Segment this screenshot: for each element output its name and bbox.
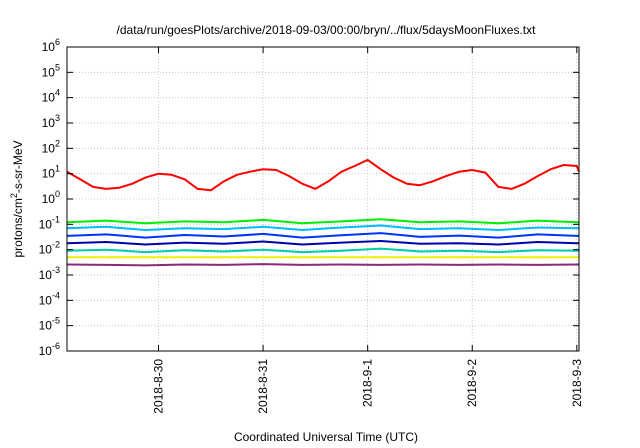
- y-tick-label: 10-3: [39, 265, 60, 282]
- chart-title: /data/run/goesPlots/archive/2018-09-03/0…: [117, 23, 537, 37]
- series-line-1: [66, 158, 580, 192]
- y-tick-label: 100: [42, 189, 60, 206]
- y-tick-label: 101: [42, 164, 60, 181]
- series-line-5: [66, 240, 579, 246]
- x-tick-label: 2018-9-3: [570, 359, 584, 407]
- series-line-6: [66, 247, 579, 254]
- x-axis-label: Coordinated Universal Time (UTC): [234, 430, 418, 444]
- grid-lines: [67, 47, 579, 351]
- x-tick-label: 2018-9-1: [361, 359, 375, 407]
- y-tick-label: 10-5: [39, 316, 60, 333]
- series-line-3: [66, 224, 579, 231]
- y-tick-label: 10-1: [39, 214, 60, 231]
- series-line-8: [66, 263, 579, 267]
- y-tick-label: 104: [42, 88, 60, 105]
- y-tick-label: 10-6: [39, 341, 60, 358]
- series-line-4: [66, 232, 579, 239]
- x-tick-label: 2018-8-31: [256, 359, 270, 414]
- y-axis: 10-6 10-5 10-4 10-3 10-2 10-1 100 101 102 103 104 1…: [39, 37, 579, 358]
- series-lines: [66, 158, 580, 267]
- x-axis: 2018-8-30 2018-8-31 2018-9-1 2018-9-2 2018-9…: [152, 47, 584, 414]
- y-tick-label: 105: [42, 62, 60, 79]
- series-line-2: [66, 218, 579, 225]
- y-tick-label: 103: [42, 113, 60, 130]
- y-tick-label: 10-4: [39, 290, 60, 307]
- y-tick-label: 102: [42, 138, 60, 155]
- y-axis-label: protons/cm2-s-sr-MeV: [9, 140, 25, 257]
- x-tick-label: 2018-9-2: [465, 359, 479, 407]
- y-tick-label: 106: [42, 37, 60, 54]
- x-tick-label: 2018-8-30: [152, 359, 166, 414]
- y-tick-label: 10-2: [39, 240, 60, 257]
